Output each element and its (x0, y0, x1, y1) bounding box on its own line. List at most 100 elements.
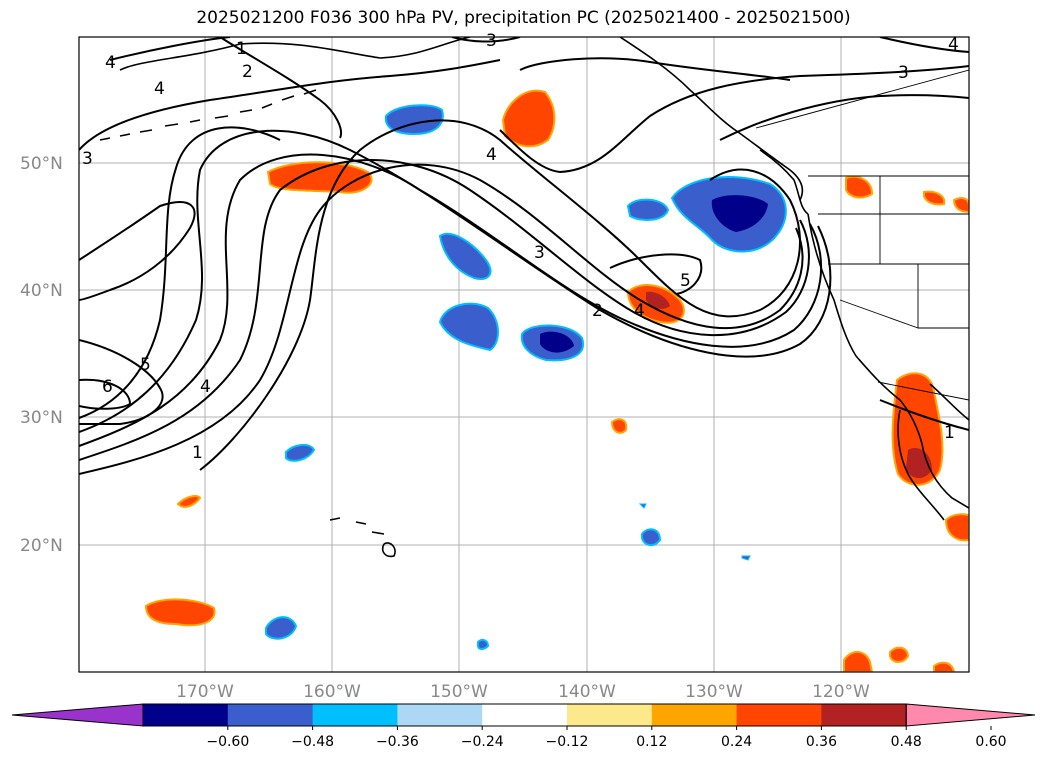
map-frame (78, 36, 970, 673)
precip-positive-blob (144, 598, 216, 627)
pv-contour-14 (519, 57, 791, 81)
colorbar-segment (227, 704, 314, 726)
precip-negative-blob (438, 233, 492, 280)
precip-negative-blob (711, 195, 768, 232)
aleutian-islands (99, 89, 317, 141)
contour-label: 4 (486, 145, 497, 165)
pv-contour-2 (79, 163, 804, 475)
graticule (79, 37, 969, 672)
precip-negative-blob (477, 638, 490, 650)
map-title: 2025021200 F036 300 hPa PV, precipitatio… (196, 8, 851, 28)
contour-label: 4 (634, 301, 645, 321)
precip-positive-blob (923, 190, 946, 206)
colorbar-segment (821, 704, 907, 726)
pv-contour-16 (719, 94, 969, 141)
colorbar: −0.60 −0.48 −0.36 −0.24 −0.12 0.12 0.24 0.36 0.4… (11, 703, 1036, 750)
colorbar-label: 0.12 (636, 734, 667, 750)
contour-label: 2 (592, 301, 603, 321)
contour-label: 1 (236, 39, 247, 59)
colorbar-label: 0.24 (721, 734, 752, 750)
contour-label: 4 (105, 53, 116, 73)
pv-contour-5 (79, 129, 832, 433)
lon-tick-label: 120°W (812, 682, 870, 702)
pv-contour-8 (79, 339, 164, 425)
colorbar-label: −0.36 (376, 734, 419, 750)
mainland-mexico-coast (929, 383, 969, 421)
contour-label: 5 (140, 355, 151, 375)
colorbar-segment (143, 704, 229, 726)
precip-positive-blob (501, 89, 556, 148)
pv-contour-15 (499, 65, 969, 174)
precip-negative-blob (285, 444, 316, 462)
alaska-canada-border (755, 69, 969, 129)
bc-coast (759, 149, 809, 215)
precip-negative-blob (741, 555, 751, 561)
precip-negative-blob (641, 528, 662, 546)
latitude-labels: 50°N 40°N 30°N 20°N (20, 154, 63, 556)
precip-negative-blob (638, 503, 647, 509)
colorbar-segment (567, 704, 653, 726)
hawaii-islands (329, 517, 396, 558)
colorbar-label: 0.36 (806, 734, 837, 750)
state-borders (818, 176, 969, 401)
pv-contour-11 (109, 37, 231, 61)
colorbar-segment (736, 704, 822, 726)
precip-negative-blob (626, 198, 670, 221)
colorbar-segment (482, 704, 568, 726)
lat-tick-label: 40°N (20, 281, 63, 301)
colorbar-extend-high (905, 703, 1036, 727)
alaska-coast (119, 37, 471, 71)
contour-label: 3 (898, 63, 909, 83)
colorbar-label: −0.60 (206, 734, 249, 750)
pv-contour-10 (79, 59, 501, 151)
coastlines (99, 37, 969, 558)
precip-positive-blob (933, 661, 956, 672)
precip-positive-blob (610, 418, 628, 434)
colorbar-label: 0.60 (975, 734, 1006, 750)
baja-coast (897, 409, 945, 521)
precip-negative-blob (540, 331, 574, 353)
colorbar-outline (142, 703, 907, 727)
contour-label: 6 (102, 377, 113, 397)
precip-positive-blob (843, 651, 874, 672)
precip-negative-blob (438, 302, 499, 352)
contour-label: 2 (242, 62, 253, 82)
lat-tick-label: 20°N (20, 536, 63, 556)
pv-contour-13 (451, 37, 521, 43)
pv-contour-6 (79, 126, 281, 419)
pv-contour-7 (79, 378, 132, 410)
longitude-labels: 170°W 160°W 150°W 140°W 130°W 120°W (176, 682, 870, 702)
contour-label: 3 (534, 243, 545, 263)
colorbar-label: −0.24 (461, 734, 504, 750)
pv-contour-labels: 1 2 3 4 4 3 4 2 3 4 5 6 5 4 1 3 4 1 (82, 31, 959, 463)
pv-contour-19 (879, 399, 969, 431)
lon-tick-label: 140°W (558, 682, 616, 702)
lat-tick-label: 30°N (20, 408, 63, 428)
contour-label: 4 (948, 35, 959, 55)
pv-contour-17 (879, 37, 969, 53)
pv-contours (79, 37, 969, 475)
pv-contour-3 (79, 159, 810, 461)
precip-anomalies (144, 89, 969, 672)
precip-negative-blob (265, 616, 298, 640)
colorbar-label: −0.12 (546, 734, 589, 750)
precip-positive-blob (889, 646, 910, 663)
contour-label: 4 (200, 377, 211, 397)
colorbar-label: 0.48 (891, 734, 922, 750)
contour-label: 5 (680, 271, 691, 291)
precip-positive-blob (952, 197, 969, 214)
contour-label: 1 (192, 443, 203, 463)
precip-positive-blob (845, 175, 874, 199)
political-borders (755, 69, 969, 401)
colorbar-extend-low (11, 703, 144, 727)
contour-label: 1 (944, 423, 955, 443)
lon-tick-label: 170°W (176, 682, 234, 702)
precip-positive-blob (646, 291, 670, 309)
contour-label: 3 (486, 31, 497, 51)
colorbar-segment (312, 704, 398, 726)
pv-contour-12 (219, 37, 342, 139)
precip-positive-blob (176, 495, 202, 508)
colorbar-segment (651, 704, 738, 726)
us-west-coast (807, 213, 969, 509)
